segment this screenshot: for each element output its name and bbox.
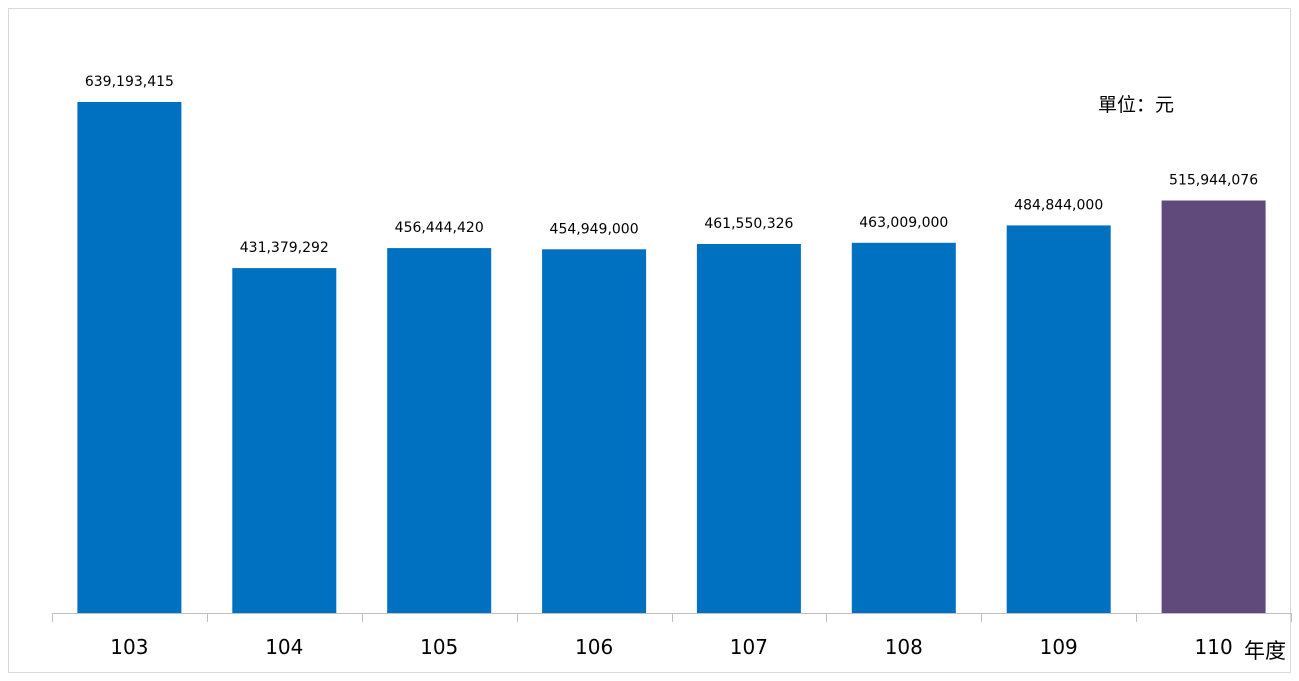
data-label-106: 454,949,000 xyxy=(550,221,639,237)
x-tick-label-104: 104 xyxy=(265,635,303,659)
bar-103 xyxy=(77,102,182,613)
x-tick-label-109: 109 xyxy=(1040,635,1078,659)
data-label-104: 431,379,292 xyxy=(240,240,329,256)
bars-group xyxy=(77,102,1266,614)
bar-104 xyxy=(232,268,337,613)
bar-105 xyxy=(387,248,492,613)
unit-label: 單位：元 xyxy=(1098,94,1175,116)
x-tick-labels-group: 103 104 105 106 107 108 109 110 xyxy=(110,635,1232,659)
bar-106 xyxy=(542,249,647,614)
x-tick-label-106: 106 xyxy=(575,635,613,659)
bar-108 xyxy=(851,242,956,614)
x-axis-title: 年度 xyxy=(1244,639,1286,663)
data-label-103: 639,193,415 xyxy=(85,74,174,90)
x-tick-label-107: 107 xyxy=(730,635,768,659)
x-axis xyxy=(52,613,1292,622)
data-label-109: 484,844,000 xyxy=(1014,197,1103,213)
x-tick-label-108: 108 xyxy=(885,635,923,659)
data-label-107: 461,550,326 xyxy=(704,216,793,232)
data-label-110: 515,944,076 xyxy=(1169,173,1258,189)
bar-107 xyxy=(696,244,801,613)
data-labels-group: 639,193,415 431,379,292 456,444,420 454,949… xyxy=(85,74,1258,256)
data-label-105: 456,444,420 xyxy=(395,220,484,236)
bar-109 xyxy=(1006,225,1111,613)
x-tick-label-110: 110 xyxy=(1195,635,1233,659)
bar-110 xyxy=(1161,200,1266,613)
x-tick-label-103: 103 xyxy=(110,635,148,659)
x-tick-label-105: 105 xyxy=(420,635,458,659)
data-label-108: 463,009,000 xyxy=(859,215,948,231)
